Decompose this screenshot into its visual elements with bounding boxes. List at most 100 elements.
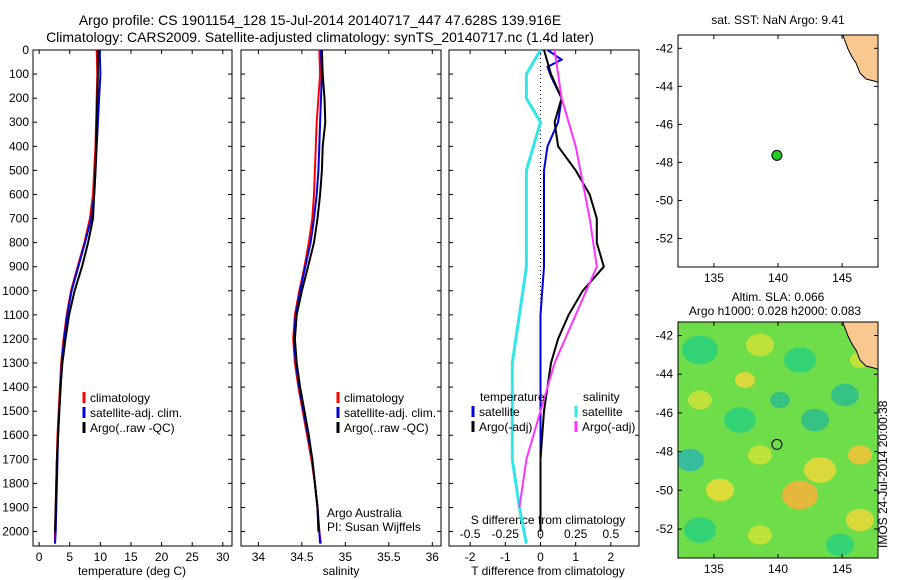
s-tick-label: -0.25 (492, 527, 520, 541)
legend-label: satellite (582, 405, 623, 419)
x-tick-label: 34 (252, 550, 266, 564)
x-tick-label: 20 (155, 550, 169, 564)
plot-frame (448, 49, 640, 547)
salinity-panel: 34 34.5 35 35.5 36 climatologysatellite-adj. … (240, 49, 442, 578)
x-tick-label: 140 (768, 271, 788, 285)
y-tick-label: 600 (9, 187, 29, 201)
y-tick-label: 500 (9, 163, 29, 177)
s-axis-label: S difference from climatology (471, 513, 626, 527)
x-tick-label: 15 (124, 550, 138, 564)
x-tick-label: 30 (216, 550, 230, 564)
sla-title-line1: Altim. SLA: 0.066 (732, 290, 825, 304)
y-tick-label: -44 (656, 367, 674, 381)
s-tick-label: 0.25 (564, 527, 588, 541)
x-tick-label: 35.5 (377, 550, 401, 564)
series-line (292, 49, 323, 544)
y-tick-label: 300 (9, 115, 29, 129)
s-tick-label: -0.5 (460, 527, 481, 541)
sla-anomaly-blob (848, 445, 872, 465)
series-line (54, 49, 99, 544)
map-content (842, 35, 878, 83)
sla-map-panel: 135 140 145 -42 -44 -46 -48 -50 -52 Altim. SLA: 0… (656, 290, 879, 576)
sla-anomaly-blob (748, 445, 772, 465)
sla-anomaly-blob (826, 533, 854, 557)
argo-position-marker (771, 438, 783, 450)
sla-anomaly-blob (682, 335, 718, 365)
y-tick-label: 1000 (2, 284, 29, 298)
y-tick-label: -42 (656, 41, 674, 55)
x-tick-label: -1 (500, 550, 511, 564)
series-line (54, 50, 99, 532)
land-shape (842, 322, 878, 370)
x-axis-label: salinity (323, 564, 360, 578)
legend-title-salinity: salinity (583, 390, 620, 404)
sla-anomaly-blob (804, 457, 836, 483)
y-tick-label: 1300 (2, 356, 29, 370)
sla-anomaly-blob (801, 408, 829, 432)
argo-position-marker (771, 149, 783, 161)
legend-title-temperature: temperature (480, 390, 545, 404)
x-tick-label: 0 (537, 550, 544, 564)
y-tick-label: 1500 (2, 404, 29, 418)
y-tick-label: 1400 (2, 380, 29, 394)
x-tick-label: 36 (426, 550, 440, 564)
s-tick-label: 0 (537, 527, 544, 541)
figure-title-line1: Argo profile: CS 1901154_128 15-Jul-2014… (78, 12, 562, 28)
series-line (292, 49, 322, 544)
y-tick-label: -48 (656, 445, 674, 459)
x-tick-label: 35 (339, 550, 353, 564)
temperature-panel: 0 5 10 15 20 25 300100200300400500600700800900… (2, 43, 233, 578)
y-tick-label: 1700 (2, 452, 29, 466)
series-line (539, 49, 564, 532)
y-tick-label: 1200 (2, 332, 29, 346)
map-content (678, 322, 878, 558)
x-tick-label: 25 (186, 550, 200, 564)
sla-anomaly-blob (748, 525, 772, 545)
y-tick-label: -46 (656, 117, 674, 131)
y-tick-label: -42 (656, 329, 674, 343)
y-tick-label: 1800 (2, 476, 29, 490)
sla-anomaly-blob (724, 407, 756, 433)
x-tick-label: 34.5 (290, 550, 314, 564)
y-tick-label: -46 (656, 406, 674, 420)
sla-anomaly-blob (735, 372, 755, 388)
series-line (54, 49, 102, 544)
x-tick-label: -2 (465, 550, 476, 564)
y-tick-label: 800 (9, 236, 29, 250)
y-tick-label: 700 (9, 212, 29, 226)
y-tick-label: -44 (656, 79, 674, 93)
series-line (518, 49, 598, 508)
sla-anomaly-blob (784, 347, 816, 373)
sst-map-title: sat. SST: NaN Argo: 9.41 (711, 13, 845, 27)
y-tick-label: -48 (656, 155, 674, 169)
x-tick-label: 145 (832, 562, 852, 576)
sla-anomaly-blob (688, 390, 712, 410)
sla-anomaly-blob (746, 333, 774, 357)
legend-label: Argo(-adj) (582, 420, 635, 434)
sla-anomaly-blob (770, 392, 790, 408)
sla-anomaly-blob (846, 508, 874, 532)
y-tick-label: -52 (656, 522, 674, 536)
sla-title-line2: Argo h1000: 0.028 h2000: 0.083 (689, 304, 861, 318)
x-tick-label: 135 (704, 271, 724, 285)
legend-label: satellite-adj. clim. (90, 406, 182, 420)
sla-anomaly-blob (684, 517, 716, 543)
legend-label: satellite (479, 405, 520, 419)
series-line (510, 49, 543, 544)
legend-label: Argo(..raw -QC) (344, 421, 429, 435)
sla-anomaly-blob (782, 480, 818, 510)
series-line (293, 49, 327, 532)
legend-label: climatology (344, 391, 404, 405)
x-tick-label: 145 (832, 271, 852, 285)
y-tick-label: 900 (9, 260, 29, 274)
sla-anomaly-blob (706, 478, 734, 502)
legend-label: Argo(-adj) (479, 420, 532, 434)
x-tick-label: 2 (608, 550, 615, 564)
series-line (539, 49, 605, 532)
x-tick-label: 135 (704, 562, 724, 576)
y-tick-label: 2000 (2, 525, 29, 539)
figure-title-line2: Climatology: CARS2009. Satellite-adjuste… (46, 29, 594, 45)
x-tick-label: 0 (36, 550, 43, 564)
y-tick-label: 1100 (3, 308, 29, 322)
